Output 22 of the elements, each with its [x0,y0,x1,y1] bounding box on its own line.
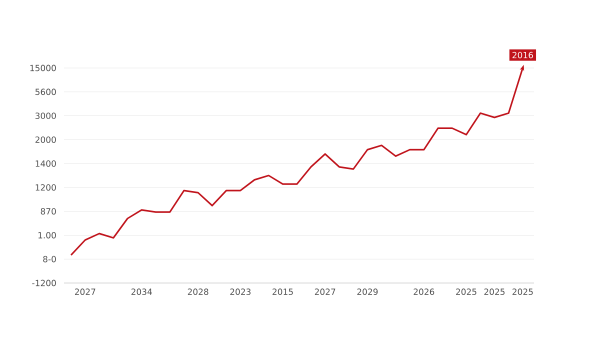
x-tick-label: 2027 [314,288,336,295]
x-tick-label: 2023 [230,288,251,295]
x-tick-label: 2034 [131,288,152,295]
text: -1200 [32,280,56,286]
x-tick-label: 2025 [512,288,533,295]
text: 2016 [512,52,533,58]
text: 1200 [36,184,56,191]
x-tick-label: 2028 [188,288,208,295]
x-tick-label: 2027 [74,288,96,295]
text: 8-0 [43,256,56,262]
text: 15000 [30,64,56,72]
text: 870 [40,208,56,215]
text: 2000 [35,136,56,143]
x-tick-label: 2025 [484,288,505,295]
text: 1.00 [38,232,56,238]
text: 1400 [36,160,56,167]
x-tick-label: 2025 [456,288,476,295]
text: 3000 [35,112,56,119]
x-tick-label: 2015 [272,288,293,295]
text: 5600 [35,88,56,96]
x-tick-label: 2026 [414,288,434,295]
x-tick-label: 2029 [357,288,378,295]
